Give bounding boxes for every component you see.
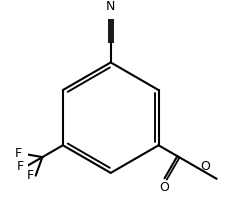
Text: F: F [17, 161, 24, 173]
Text: F: F [27, 169, 34, 182]
Text: N: N [106, 0, 115, 13]
Text: O: O [199, 161, 209, 173]
Text: F: F [14, 147, 21, 160]
Text: O: O [159, 181, 169, 194]
